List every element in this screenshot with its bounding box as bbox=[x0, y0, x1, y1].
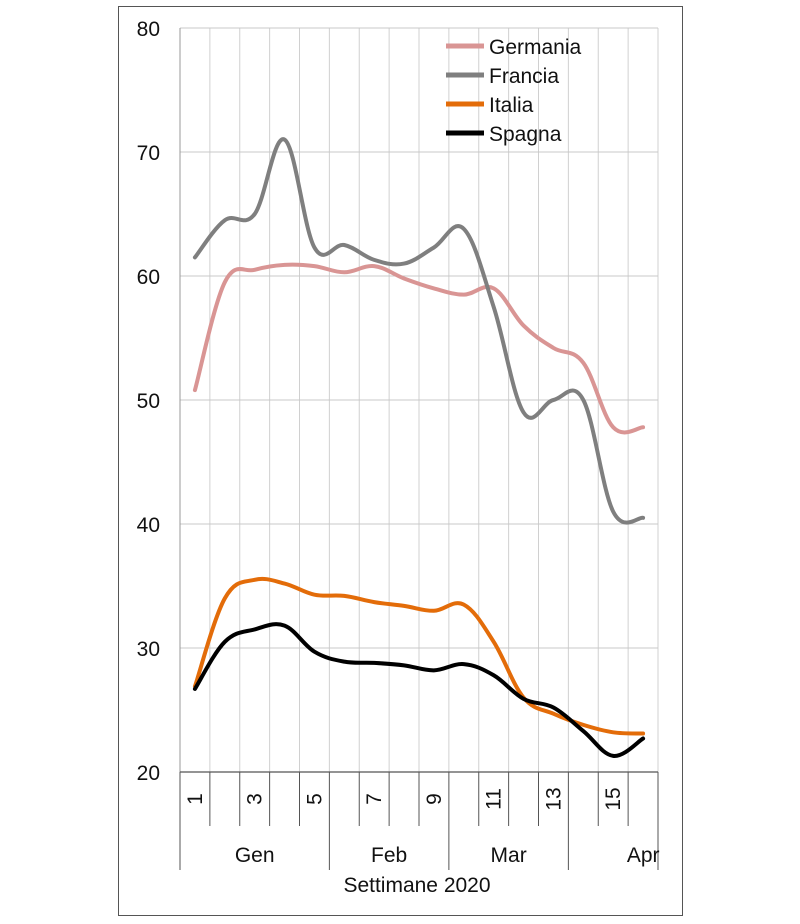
x-tick-label: 5 bbox=[303, 793, 326, 805]
x-tick-label: 7 bbox=[363, 793, 386, 805]
x-tick-label: 1 bbox=[184, 793, 207, 805]
legend-label-spagna: Spagna bbox=[489, 123, 562, 146]
legend: Germania Francia Italia Spagna bbox=[446, 36, 582, 146]
x-tick-label: 11 bbox=[483, 788, 506, 810]
y-tick-label: 80 bbox=[137, 18, 160, 41]
y-tick-label: 50 bbox=[137, 390, 160, 413]
y-tick-label: 40 bbox=[137, 514, 160, 537]
x-tick-label: 15 bbox=[602, 787, 625, 810]
x-axis-title: Settimane 2020 bbox=[343, 874, 490, 897]
legend-label-francia: Francia bbox=[489, 65, 559, 88]
month-label: Gen bbox=[235, 844, 275, 867]
month-label: Apr bbox=[627, 844, 660, 867]
month-label: Feb bbox=[371, 844, 407, 867]
y-tick-label: 60 bbox=[137, 266, 160, 289]
series-line-spagna bbox=[192, 622, 646, 758]
x-tick-label: 3 bbox=[244, 793, 267, 805]
legend-label-italia: Italia bbox=[489, 94, 534, 117]
series-lines bbox=[192, 137, 646, 758]
chart-frame bbox=[118, 6, 683, 916]
x-tick-label: 13 bbox=[542, 787, 565, 810]
x-tick-label: 9 bbox=[423, 793, 446, 805]
y-tick-label: 20 bbox=[137, 762, 160, 785]
series-line-germania bbox=[192, 262, 646, 435]
month-label: Mar bbox=[491, 844, 527, 867]
legend-label-germania: Germania bbox=[489, 36, 582, 59]
grid bbox=[179, 27, 659, 773]
y-tick-label: 70 bbox=[137, 142, 160, 165]
y-tick-label: 30 bbox=[137, 638, 160, 661]
series-line-francia bbox=[192, 137, 646, 525]
